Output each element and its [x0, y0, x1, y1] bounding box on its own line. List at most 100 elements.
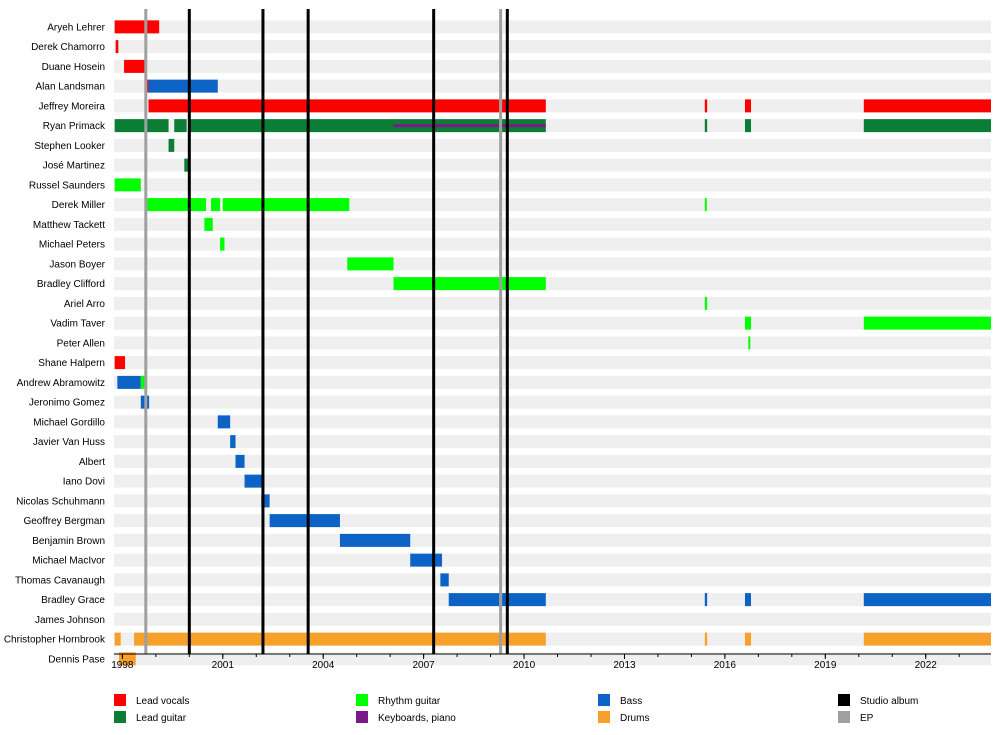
- member-label: Vadim Taver: [50, 319, 105, 330]
- x-tick-label: 2019: [814, 660, 837, 671]
- member-label: Derek Miller: [52, 200, 106, 211]
- row-background: [114, 415, 991, 429]
- bar-bass: [410, 553, 443, 567]
- legend-label: EP: [860, 713, 874, 724]
- bar-bass: [863, 593, 991, 607]
- bar-bass: [440, 573, 449, 587]
- member-label: Jeffrey Moreira: [38, 101, 105, 112]
- legend-label: Studio album: [860, 696, 918, 707]
- row-background: [114, 79, 991, 93]
- member-label: Benjamin Brown: [32, 536, 105, 547]
- legend-swatch: [114, 694, 126, 706]
- bar-bass: [448, 593, 546, 607]
- x-tick-label: 2013: [613, 660, 636, 671]
- row-background: [114, 612, 991, 626]
- x-tick-label: 2004: [312, 660, 335, 671]
- member-label: Stephen Looker: [34, 141, 105, 152]
- member-label: José Martinez: [43, 161, 105, 172]
- member-label: Christopher Hornbrook: [4, 635, 106, 646]
- legend-label: Drums: [620, 713, 649, 724]
- bar-rhythm-guitar: [393, 277, 546, 291]
- bar-rhythm-guitar: [704, 296, 708, 310]
- bar-rhythm-guitar: [222, 198, 350, 212]
- row-background: [114, 514, 991, 528]
- bar-bass: [704, 593, 708, 607]
- bar-bass: [235, 454, 245, 468]
- member-label: Ariel Arro: [64, 299, 106, 310]
- bar-drums: [114, 632, 121, 646]
- bar-bass: [261, 494, 270, 508]
- bar-bass: [230, 435, 236, 449]
- member-label: Iano Dovi: [63, 477, 105, 488]
- bar-lead-guitar: [863, 119, 991, 133]
- bar-lead-guitar: [168, 138, 175, 152]
- bar-lead-vocals: [704, 99, 708, 113]
- member-label: Bradley Grace: [41, 595, 105, 606]
- legend-swatch: [598, 711, 610, 723]
- member-label: Nicolas Schuhmann: [16, 496, 105, 507]
- bar-lead-vocals: [124, 59, 146, 73]
- x-tick-label: 1998: [111, 660, 134, 671]
- x-tick-label: 2022: [915, 660, 938, 671]
- member-label: Jason Boyer: [49, 259, 105, 270]
- release-lines: [144, 9, 509, 654]
- row-background: [114, 474, 991, 488]
- legend-swatch: [838, 711, 850, 723]
- row-background: [114, 435, 991, 449]
- member-label: Michael MacIvor: [32, 556, 105, 567]
- row-background: [114, 257, 991, 271]
- member-label: Matthew Tackett: [33, 220, 105, 231]
- bar-lead-vocals: [114, 20, 160, 34]
- bar-bass: [744, 593, 751, 607]
- row-background: [114, 237, 991, 251]
- row-background: [114, 316, 991, 330]
- row-background: [114, 158, 991, 172]
- member-bars: [114, 20, 991, 666]
- bar-lead-guitar: [189, 119, 546, 133]
- x-tick-label: 2001: [212, 660, 235, 671]
- member-label: Alan Landsman: [36, 82, 106, 93]
- legend-swatch: [356, 694, 368, 706]
- member-label: Andrew Abramowitz: [17, 378, 105, 389]
- member-label: Derek Chamorro: [31, 42, 105, 53]
- bar-rhythm-guitar: [863, 316, 991, 330]
- row-background: [114, 138, 991, 152]
- member-label: Ryan Primack: [43, 121, 106, 132]
- member-label: Duane Hosein: [42, 62, 105, 73]
- member-labels: Aryeh Lehrer Derek Chamorro Duane Hosein Al…: [4, 22, 106, 665]
- bar-lead-vocals: [863, 99, 991, 113]
- x-tick-label: 2016: [714, 660, 737, 671]
- bar-rhythm-guitar: [145, 198, 207, 212]
- bar-lead-vocals: [744, 99, 751, 113]
- bar-bass: [217, 415, 231, 429]
- bar-drums: [704, 632, 708, 646]
- legend-swatch: [114, 711, 126, 723]
- row-background: [114, 494, 991, 508]
- member-label: Dennis Pase: [48, 654, 105, 665]
- bar-rhythm-guitar: [211, 198, 221, 212]
- legend-swatch: [838, 694, 850, 706]
- row-background: [114, 652, 991, 666]
- row-background: [114, 454, 991, 468]
- row-background: [114, 593, 991, 607]
- row-background: [114, 20, 991, 34]
- bar-drums: [134, 632, 546, 646]
- row-background: [114, 59, 991, 73]
- member-label: Thomas Cavanaugh: [15, 575, 105, 586]
- bar-lead-vocals: [148, 99, 546, 113]
- legend-label: Keyboards, piano: [378, 713, 456, 724]
- bar-rhythm-guitar: [140, 375, 146, 389]
- x-tick-label: 2010: [513, 660, 536, 671]
- row-background: [114, 217, 991, 231]
- row-backgrounds: [114, 20, 991, 666]
- bar-rhythm-guitar: [204, 217, 213, 231]
- row-background: [114, 356, 991, 370]
- legend-swatch: [598, 694, 610, 706]
- bar-bass: [339, 533, 411, 547]
- legend-label: Lead vocals: [136, 696, 189, 707]
- x-axis: 1998 2001 2004 2007 2010 2013 2016 2019 2022: [111, 653, 991, 671]
- member-label: James Johnson: [35, 615, 105, 626]
- legend-label: Rhythm guitar: [378, 696, 441, 707]
